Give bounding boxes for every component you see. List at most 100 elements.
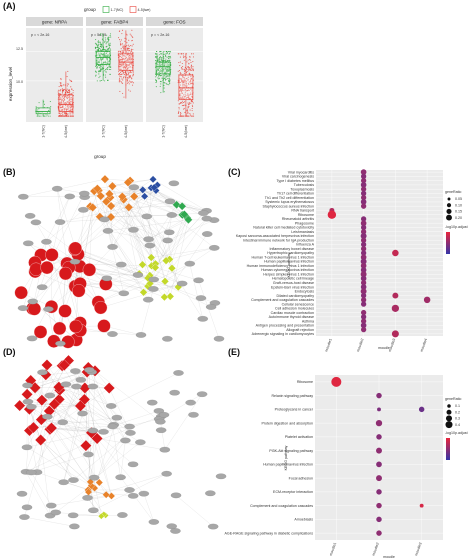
jitter-point <box>118 79 120 81</box>
jitter-point <box>58 85 60 88</box>
jitter-point <box>61 110 63 112</box>
jitter-point <box>132 75 134 77</box>
jitter-point <box>66 105 68 108</box>
jitter-point <box>184 79 187 81</box>
jitter-point <box>169 52 171 54</box>
c-pathway-label: Viral carcinogenesis <box>282 175 314 179</box>
x-tick-label: 1-7(NC) <box>101 125 105 138</box>
network-node-ellipse <box>79 190 90 197</box>
jitter-point <box>154 56 157 58</box>
jitter-point <box>127 52 129 54</box>
jitter-point <box>126 63 128 66</box>
jitter-point <box>43 103 46 105</box>
edge <box>105 264 143 285</box>
c-dot <box>423 296 431 304</box>
network-node-ellipse <box>118 290 130 297</box>
jitter-point <box>123 48 125 50</box>
edge <box>75 248 140 274</box>
jitter-point <box>179 98 181 100</box>
jitter-point <box>69 109 71 111</box>
network-node-ellipse <box>78 206 89 213</box>
network-node-ellipse <box>162 237 173 244</box>
jitter-point <box>100 58 102 60</box>
jitter-point <box>118 37 120 39</box>
jitter-point <box>100 61 103 63</box>
jitter-point <box>169 82 171 85</box>
jitter-point <box>122 64 124 66</box>
jitter-point <box>191 110 193 112</box>
panel-label-c: (C) <box>228 167 241 177</box>
network-node-diamond <box>103 382 115 394</box>
jitter-point <box>130 49 132 51</box>
jitter-point <box>162 63 164 65</box>
jitter-point <box>178 115 180 117</box>
jitter-point <box>185 97 187 100</box>
jitter-point <box>59 115 61 117</box>
c-dot <box>360 229 367 235</box>
edge <box>112 426 121 478</box>
jitter-point <box>127 80 129 82</box>
jitter-point <box>94 42 96 44</box>
jitter-point <box>58 112 60 114</box>
jitter-point <box>99 34 101 36</box>
network-node-ellipse <box>107 331 118 337</box>
edge <box>97 438 165 450</box>
jitter-point <box>106 55 108 58</box>
jitter-point <box>168 74 170 76</box>
e-size-legend-dot <box>446 409 452 415</box>
jitter-point <box>155 73 157 76</box>
jitter-point <box>57 89 59 91</box>
network-node-diamond <box>102 490 110 499</box>
jitter-point <box>128 64 130 67</box>
jitter-point <box>119 56 121 58</box>
network-node-ellipse <box>196 391 208 397</box>
e-y-axis-label: KEGG pathway <box>284 445 288 470</box>
legend-entry-a: 1-7(NC) <box>111 8 124 12</box>
jitter-point <box>129 57 131 59</box>
c-pathway-label: Viral myocarditis <box>288 170 314 174</box>
jitter-point <box>129 54 131 56</box>
jitter-point <box>179 84 182 86</box>
jitter-point <box>130 44 132 47</box>
jitter-point <box>69 102 71 104</box>
jitter-point <box>102 53 104 55</box>
network-node-ellipse <box>173 370 184 376</box>
network-node-ellipse <box>158 412 170 418</box>
network-node-diamond <box>101 197 111 207</box>
network-node-ellipse <box>27 298 38 305</box>
jitter-point <box>189 56 191 58</box>
jitter-point <box>97 43 99 45</box>
edge <box>46 364 60 400</box>
jitter-point <box>119 63 121 65</box>
jitter-point <box>177 79 179 81</box>
network-node-ellipse <box>213 335 225 342</box>
jitter-point <box>70 101 72 103</box>
jitter-point <box>179 115 181 117</box>
jitter-point <box>191 115 193 117</box>
jitter-point <box>187 76 189 78</box>
c-dot <box>360 301 367 307</box>
jitter-point <box>50 106 52 108</box>
network-node-ellipse <box>128 226 139 233</box>
facet-title: gene: FOS <box>163 19 185 24</box>
jitter-point <box>132 72 134 74</box>
network-node-ellipse <box>26 403 37 410</box>
jitter-point <box>182 66 184 68</box>
jitter-point <box>159 56 161 58</box>
network-node-diamond <box>107 181 117 191</box>
jitter-point <box>118 30 120 32</box>
jitter-point <box>67 97 69 99</box>
jitter-point <box>67 90 69 92</box>
jitter-point <box>67 83 69 85</box>
jitter-point <box>64 88 66 90</box>
jitter-point <box>126 73 128 75</box>
jitter-point <box>61 88 63 90</box>
edge <box>87 497 102 517</box>
jitter-point <box>157 67 159 69</box>
c-y-axis-label: KEGG pathway <box>287 252 291 277</box>
edge <box>41 419 114 425</box>
jitter-point <box>105 62 107 64</box>
jitter-point <box>62 115 64 117</box>
edge <box>148 217 188 240</box>
jitter-point <box>155 86 157 88</box>
